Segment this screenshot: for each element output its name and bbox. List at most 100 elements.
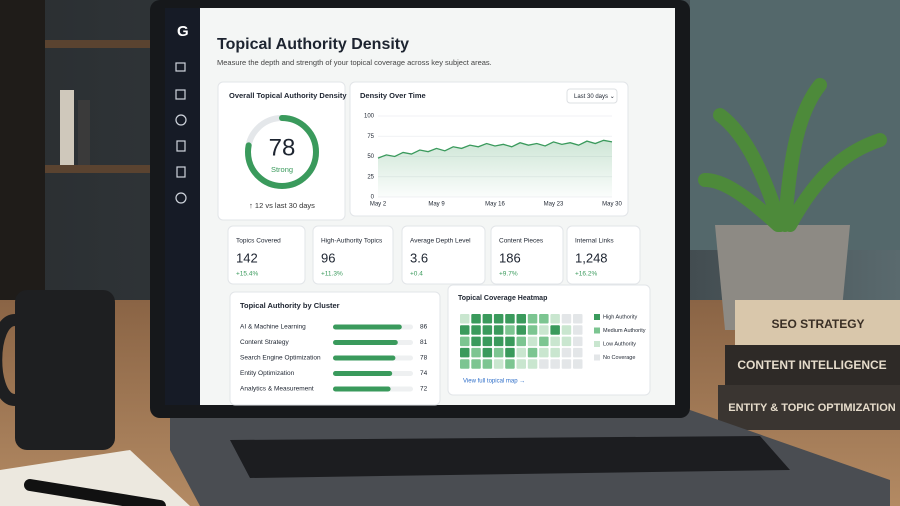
heatmap-cell	[493, 325, 504, 335]
card-title: Topical Coverage Heatmap	[458, 295, 547, 302]
cluster-label: Analytics & Measurement	[240, 386, 314, 393]
heatmap-cell	[539, 347, 549, 358]
legend-label: Medium Authority	[603, 328, 646, 334]
date-filter[interactable]	[566, 88, 618, 104]
y-tick-label: 75	[367, 134, 374, 140]
book	[718, 385, 900, 430]
heatmap-cell	[550, 314, 560, 324]
heatmap-cell	[550, 359, 560, 369]
heatmap-cell	[550, 325, 560, 335]
score-change: ↑ 12 vs last 30 days	[249, 201, 315, 210]
nav-icon[interactable]	[175, 114, 187, 126]
heatmap-cell	[482, 325, 493, 335]
kpi-card	[401, 225, 486, 285]
heatmap-cell	[516, 336, 526, 347]
card-title: Topical Authority by Cluster	[240, 301, 340, 310]
page-title: Topical Authority Density	[217, 36, 409, 53]
link[interactable]: View full topical map →	[463, 379, 525, 385]
heatmap-cell	[573, 347, 583, 358]
heatmap-cell	[460, 347, 470, 358]
heatmap-cell	[493, 314, 504, 324]
x-tick-label: May 30	[602, 202, 622, 208]
heatmap-cell	[493, 336, 504, 347]
heatmap-cell	[561, 359, 572, 369]
page-subtitle: Measure the depth and strength of your t…	[217, 58, 492, 67]
cluster-label: AI & Machine Learning	[240, 324, 306, 331]
shelf	[0, 0, 45, 300]
bar-value: 74	[420, 370, 428, 377]
heatmap-cell	[471, 336, 481, 347]
heatmap-cell	[527, 347, 538, 358]
bar-value: 81	[420, 339, 428, 346]
heatmap-cell	[539, 359, 549, 369]
gauge-arc	[245, 115, 319, 189]
heatmap-cell	[516, 359, 526, 369]
heatmap-cell	[482, 359, 493, 369]
heatmap-cell	[527, 314, 538, 324]
nav-icon[interactable]	[175, 62, 186, 72]
kpi-label: High-Authority Topics	[321, 238, 383, 245]
heatmap-cell	[573, 314, 583, 324]
book	[725, 345, 900, 385]
heatmap-cell	[561, 314, 572, 324]
heatmap-cell	[460, 325, 470, 335]
kpi-label: Content Pieces	[499, 238, 544, 245]
heatmap-cell	[471, 314, 481, 324]
heatmap-cell	[516, 325, 526, 335]
heatmap-cell	[561, 325, 572, 335]
heatmap-cell	[573, 336, 583, 347]
logo[interactable]: G	[177, 23, 189, 40]
card-title: Density Over Time	[360, 91, 426, 100]
heatmap-cell	[505, 314, 515, 324]
cluster-label: Content Strategy	[240, 339, 290, 346]
kpi-change: +9.7%	[499, 271, 518, 278]
kpi-label: Average Depth Level	[410, 238, 471, 245]
bar-value: 86	[420, 324, 428, 331]
heatmap-cell	[505, 359, 515, 369]
card-title: Overall Topical Authority Density	[229, 91, 347, 100]
bar	[333, 324, 402, 330]
kpi-label: Topics Covered	[236, 238, 281, 245]
kpi-label: Internal Links	[575, 238, 614, 245]
x-tick-label: May 16	[485, 202, 505, 208]
heatmap-cell	[505, 336, 515, 347]
x-tick-label: May 2	[370, 202, 387, 208]
book	[735, 300, 900, 345]
heatmap-cell	[527, 325, 538, 335]
nav-icon[interactable]	[176, 140, 186, 152]
legend-label: No Coverage	[603, 355, 635, 361]
y-tick-label: 0	[371, 195, 375, 201]
line	[377, 139, 613, 159]
heatmap-cell	[561, 347, 572, 358]
heatmap-cell	[471, 347, 481, 358]
kpi-value: 186	[499, 250, 521, 265]
pen	[24, 479, 166, 506]
nav-icon[interactable]	[175, 192, 187, 204]
legend-label: Low Authority	[603, 341, 636, 347]
y-tick-label: 100	[364, 114, 375, 120]
keyboard	[230, 436, 790, 478]
kpi-row: Topics Covered 142 +15.4% High-Authority To…	[227, 225, 641, 285]
kpi-value: 1,248	[575, 250, 608, 265]
kpi-card	[312, 225, 394, 285]
nav-icon[interactable]	[176, 166, 186, 178]
x-tick-label: May 9	[428, 202, 445, 208]
heatmap-cell	[550, 347, 560, 358]
date-filter-label[interactable]: Last 30 days ⌄	[574, 94, 615, 100]
kpi-card	[490, 225, 564, 285]
heatmap-cell	[527, 359, 538, 369]
kpi-change: +15.4%	[236, 271, 258, 278]
y-tick-label: 50	[367, 154, 374, 160]
nav-icon[interactable]	[175, 89, 186, 100]
shelf	[45, 40, 155, 48]
heatmap-cell	[471, 359, 481, 369]
heatmap-cell	[460, 314, 470, 324]
heatmap-cell	[527, 336, 538, 347]
heatmap-cell	[516, 347, 526, 358]
legend-swatch	[594, 314, 600, 320]
heatmap-cell	[561, 336, 572, 347]
kpi-value: 142	[236, 250, 258, 265]
legend-swatch	[594, 327, 600, 334]
